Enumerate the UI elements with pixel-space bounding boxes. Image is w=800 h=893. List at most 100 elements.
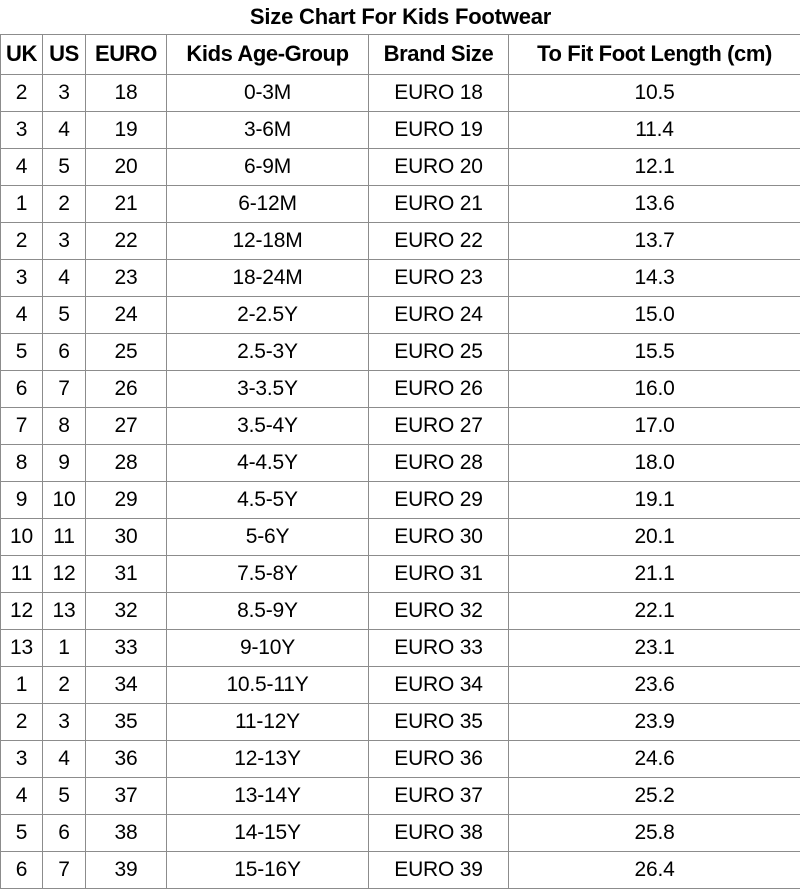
cell-brand-size: EURO 19: [368, 110, 509, 149]
cell-euro: 23: [85, 258, 167, 297]
table-row: 3 4 19 3-6M EURO 19 11.4: [0, 110, 800, 149]
cell-uk: 2: [0, 221, 43, 260]
table-row: 9 10 29 4.5-5Y EURO 29 19.1: [0, 480, 800, 519]
column-header-uk: UK: [0, 33, 43, 75]
cell-uk: 4: [0, 776, 43, 815]
column-header-us: US: [42, 33, 86, 75]
column-header-age-group: Kids Age-Group: [166, 33, 369, 75]
cell-us: 1: [42, 628, 86, 667]
cell-us: 5: [42, 776, 86, 815]
cell-us: 13: [42, 591, 86, 630]
cell-uk: 10: [0, 517, 43, 556]
table-row: 6 7 26 3-3.5Y EURO 26 16.0: [0, 369, 800, 408]
cell-us: 6: [42, 813, 86, 852]
cell-foot-length: 14.3: [507, 258, 800, 297]
cell-euro: 32: [85, 591, 167, 630]
table-header-row: UK US EURO Kids Age-Group Brand Size To …: [0, 33, 800, 75]
cell-us: 7: [42, 369, 86, 408]
cell-us: 4: [42, 110, 86, 149]
cell-us: 12: [42, 554, 86, 593]
cell-euro: 35: [85, 702, 167, 741]
cell-us: 4: [42, 739, 86, 778]
cell-brand-size: EURO 28: [368, 443, 509, 482]
cell-brand-size: EURO 25: [368, 332, 509, 371]
cell-brand-size: EURO 37: [368, 776, 509, 815]
cell-euro: 33: [85, 628, 167, 667]
cell-us: 3: [42, 73, 86, 112]
cell-uk: 11: [0, 554, 43, 593]
table-row: 10 11 30 5-6Y EURO 30 20.1: [0, 517, 800, 556]
cell-uk: 2: [0, 73, 43, 112]
cell-euro: 27: [85, 406, 167, 445]
cell-foot-length: 22.1: [507, 591, 800, 630]
cell-euro: 19: [85, 110, 167, 149]
cell-foot-length: 15.0: [507, 295, 800, 334]
cell-uk: 5: [0, 813, 43, 852]
cell-euro: 20: [85, 147, 167, 186]
cell-brand-size: EURO 30: [368, 517, 509, 556]
cell-foot-length: 15.5: [507, 332, 800, 371]
cell-uk: 9: [0, 480, 43, 519]
table-row: 6 7 39 15-16Y EURO 39 26.4: [0, 850, 800, 889]
cell-foot-length: 23.9: [507, 702, 800, 741]
cell-foot-length: 12.1: [507, 147, 800, 186]
cell-us: 10: [42, 480, 86, 519]
cell-brand-size: EURO 32: [368, 591, 509, 630]
cell-age-group: 3-3.5Y: [166, 369, 369, 408]
table-row: 2 3 22 12-18M EURO 22 13.7: [0, 221, 800, 260]
page-title: Size Chart For Kids Footwear: [0, 0, 800, 35]
table-row: 1 2 34 10.5-11Y EURO 34 23.6: [0, 665, 800, 704]
cell-us: 2: [42, 184, 86, 223]
cell-brand-size: EURO 39: [368, 850, 509, 889]
cell-age-group: 6-9M: [166, 147, 369, 186]
cell-brand-size: EURO 29: [368, 480, 509, 519]
cell-uk: 8: [0, 443, 43, 482]
cell-age-group: 5-6Y: [166, 517, 369, 556]
cell-age-group: 8.5-9Y: [166, 591, 369, 630]
cell-euro: 39: [85, 850, 167, 889]
cell-euro: 30: [85, 517, 167, 556]
cell-foot-length: 26.4: [507, 850, 800, 889]
cell-uk: 2: [0, 702, 43, 741]
cell-uk: 3: [0, 110, 43, 149]
cell-age-group: 7.5-8Y: [166, 554, 369, 593]
cell-brand-size: EURO 36: [368, 739, 509, 778]
cell-euro: 38: [85, 813, 167, 852]
cell-age-group: 6-12M: [166, 184, 369, 223]
table-row: 2 3 18 0-3M EURO 18 10.5: [0, 73, 800, 112]
table-row: 13 1 33 9-10Y EURO 33 23.1: [0, 628, 800, 667]
cell-euro: 31: [85, 554, 167, 593]
table-row: 1 2 21 6-12M EURO 21 13.6: [0, 184, 800, 223]
cell-age-group: 9-10Y: [166, 628, 369, 667]
cell-us: 5: [42, 147, 86, 186]
cell-brand-size: EURO 33: [368, 628, 509, 667]
cell-age-group: 2-2.5Y: [166, 295, 369, 334]
cell-uk: 6: [0, 850, 43, 889]
cell-foot-length: 13.6: [507, 184, 800, 223]
cell-euro: 37: [85, 776, 167, 815]
cell-age-group: 10.5-11Y: [166, 665, 369, 704]
cell-us: 5: [42, 295, 86, 334]
chart-title-row: Size Chart For Kids Footwear: [0, 0, 800, 35]
cell-age-group: 4-4.5Y: [166, 443, 369, 482]
cell-foot-length: 13.7: [507, 221, 800, 260]
cell-uk: 13: [0, 628, 43, 667]
table-row: 4 5 24 2-2.5Y EURO 24 15.0: [0, 295, 800, 334]
cell-brand-size: EURO 22: [368, 221, 509, 260]
cell-uk: 3: [0, 739, 43, 778]
cell-euro: 34: [85, 665, 167, 704]
cell-us: 4: [42, 258, 86, 297]
cell-euro: 21: [85, 184, 167, 223]
cell-us: 11: [42, 517, 86, 556]
table-row: 3 4 23 18-24M EURO 23 14.3: [0, 258, 800, 297]
cell-uk: 1: [0, 184, 43, 223]
cell-us: 8: [42, 406, 86, 445]
cell-uk: 12: [0, 591, 43, 630]
table-row: 12 13 32 8.5-9Y EURO 32 22.1: [0, 591, 800, 630]
cell-euro: 28: [85, 443, 167, 482]
table-row: 7 8 27 3.5-4Y EURO 27 17.0: [0, 406, 800, 445]
table-row: 5 6 38 14-15Y EURO 38 25.8: [0, 813, 800, 852]
cell-age-group: 2.5-3Y: [166, 332, 369, 371]
